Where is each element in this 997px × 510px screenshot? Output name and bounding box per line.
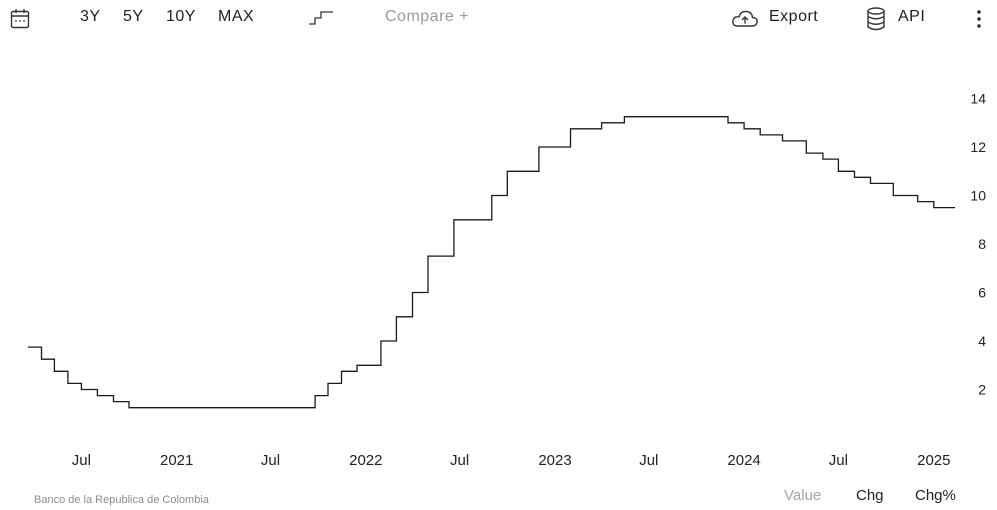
source-label: Banco de la Republica de Colombia <box>34 494 209 506</box>
calendar-icon[interactable] <box>10 8 30 30</box>
kebab-menu-icon[interactable] <box>972 8 986 30</box>
x-tick-label: 2023 <box>538 452 571 469</box>
y-tick-label: 10 <box>970 188 986 204</box>
y-tick-label: 14 <box>970 91 986 107</box>
x-tick-label: Jul <box>829 452 848 469</box>
y-tick-label: 12 <box>970 139 986 155</box>
step-line-icon[interactable] <box>308 8 334 26</box>
range-5y-button[interactable]: 5Y <box>123 8 144 25</box>
y-tick-label: 4 <box>978 333 986 349</box>
x-tick-label: 2024 <box>727 452 760 469</box>
database-icon[interactable] <box>866 6 886 32</box>
x-tick-label: Jul <box>72 452 91 469</box>
x-axis-ticks: Jul 2021 Jul 2022 Jul 2023 Jul 2024 Jul 2025 <box>72 452 951 469</box>
range-3y-button[interactable]: 3Y <box>80 8 101 25</box>
export-button[interactable]: Export <box>769 8 819 25</box>
x-tick-label: Jul <box>450 452 469 469</box>
y-tick-label: 2 <box>978 382 986 398</box>
chart-toolbar: 3Y 5Y 10Y MAX Compare + Export API <box>0 0 997 40</box>
y-axis-ticks: 2 4 6 8 10 12 14 <box>970 91 986 398</box>
x-tick-label: Jul <box>261 452 280 469</box>
tab-value[interactable]: Value <box>784 487 822 504</box>
range-max-button[interactable]: MAX <box>218 8 255 25</box>
x-tick-label: Jul <box>639 452 658 469</box>
cloud-upload-icon[interactable] <box>731 8 759 30</box>
y-tick-label: 6 <box>978 285 986 301</box>
series-line <box>28 116 955 409</box>
compare-button[interactable]: Compare + <box>385 8 470 25</box>
x-tick-label: 2022 <box>349 452 382 469</box>
range-10y-button[interactable]: 10Y <box>166 8 196 25</box>
x-tick-label: 2021 <box>160 452 193 469</box>
y-tick-label: 8 <box>978 236 986 252</box>
tab-chg-percent[interactable]: Chg% <box>915 487 956 504</box>
tab-chg[interactable]: Chg <box>856 487 884 504</box>
x-tick-label: 2025 <box>917 452 950 469</box>
api-button[interactable]: API <box>898 8 926 25</box>
